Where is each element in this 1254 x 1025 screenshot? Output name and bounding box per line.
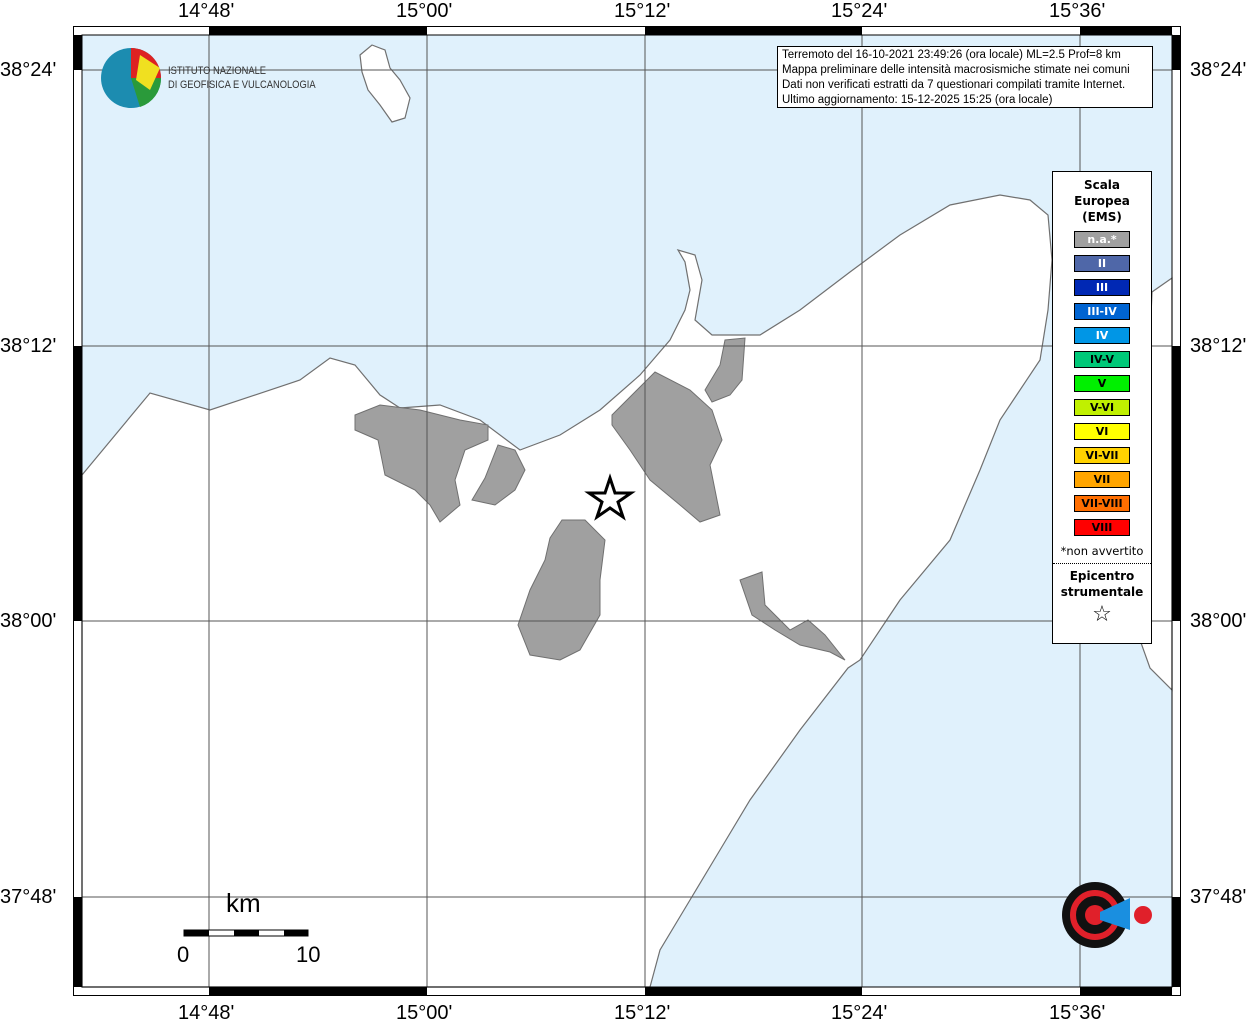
epicenter-star-legend-icon: ☆ — [1092, 602, 1112, 627]
event-info-line: Mappa preliminare delle intensità macros… — [782, 64, 1130, 76]
municipality[interactable] — [517, 519, 606, 661]
legend-item-iv-v: IV-V — [1074, 351, 1130, 368]
lat-tick-left: 38°12' — [0, 335, 57, 357]
legend-items: n.a.* II III III-IV IV IV-V V V-VI VI VI-VII VII VI… — [1053, 231, 1151, 536]
lon-tick-bottom: 15°36' — [1049, 1002, 1106, 1024]
map-frame — [73, 26, 1181, 996]
legend-item-iii-iv: III-IV — [1074, 303, 1130, 320]
municipalities — [354, 337, 846, 661]
ingv-logo-text: ISTITUTO NAZIONALE DI GEOFISICA E VULCAN… — [168, 64, 316, 92]
epicenter-label-line: Epicentro — [1069, 569, 1135, 583]
lat-tick-right: 38°12' — [1190, 335, 1247, 357]
lon-tick-top: 15°24' — [831, 0, 888, 22]
legend-title-line: Scala — [1083, 178, 1121, 192]
scale-max: 10 — [296, 942, 321, 967]
lat-tick-left: 37°48' — [0, 886, 57, 908]
lat-tick-right: 38°24' — [1190, 59, 1247, 81]
ingv-globe-icon — [101, 48, 162, 108]
scale-bar — [183, 929, 309, 937]
municipality[interactable] — [471, 444, 526, 506]
legend-item-vi-vii: VI-VII — [1074, 447, 1130, 464]
legend-item-v: V — [1074, 375, 1130, 392]
municipality[interactable] — [739, 571, 846, 661]
legend-item-iii: III — [1074, 279, 1130, 296]
lat-tick-right: 38°00' — [1190, 610, 1247, 632]
legend-item-viii: VIII — [1074, 519, 1130, 536]
event-info-line: Dati non verificati estratti da 7 questi… — [782, 79, 1126, 91]
legend-note: *non avvertito — [1060, 544, 1144, 558]
scale-unit: km — [226, 888, 261, 918]
epicenter-star-icon[interactable] — [584, 473, 636, 521]
legend-item-na: n.a.* — [1074, 231, 1130, 248]
lon-tick-top: 15°36' — [1049, 0, 1106, 22]
municipality[interactable] — [704, 337, 746, 403]
legend-item-vii-viii: VII-VIII — [1074, 495, 1130, 512]
lon-tick-bottom: 15°00' — [396, 1002, 453, 1024]
legend-item-vi: VI — [1074, 423, 1130, 440]
legend-title-line: Europea — [1074, 194, 1130, 208]
legend-item-vii: VII — [1074, 471, 1130, 488]
epicenter-label-line: strumentale — [1060, 585, 1144, 599]
lat-tick-left: 38°24' — [0, 59, 57, 81]
ingv-line1: ISTITUTO NAZIONALE — [168, 65, 267, 77]
graticule — [82, 35, 1172, 987]
hsit-logo — [1062, 882, 1152, 948]
epicenter-label: Epicentro strumentale — [1053, 568, 1151, 600]
lon-tick-top: 15°12' — [614, 0, 671, 22]
legend-title-line: (EMS) — [1082, 210, 1122, 224]
scale-min: 0 — [177, 942, 190, 967]
legend-title: Scala Europea (EMS) — [1053, 177, 1151, 225]
legend-item-ii: II — [1074, 255, 1130, 272]
municipality[interactable] — [611, 371, 723, 523]
ems-legend: Scala Europea (EMS) n.a.* II III III-IV IV IV… — [1052, 171, 1152, 644]
legend-divider — [1053, 563, 1151, 564]
lat-tick-right: 37°48' — [1190, 886, 1247, 908]
legend-item-v-vi: V-VI — [1074, 399, 1130, 416]
event-info-line: Terremoto del 16-10-2021 23:49:26 (ora l… — [782, 49, 1121, 61]
island — [359, 44, 411, 123]
lon-tick-top: 15°00' — [396, 0, 453, 22]
lon-tick-bottom: 15°24' — [831, 1002, 888, 1024]
lat-tick-left: 38°00' — [0, 610, 57, 632]
lon-tick-bottom: 15°12' — [614, 1002, 671, 1024]
lon-tick-top: 14°48' — [178, 0, 235, 22]
ingv-line2: DI GEOFISICA E VULCANOLOGIA — [168, 79, 316, 91]
event-info-box: Terremoto del 16-10-2021 23:49:26 (ora l… — [777, 46, 1153, 108]
event-info-line: Ultimo aggiornamento: 15-12-2025 15:25 (… — [782, 94, 1053, 106]
legend-item-iv: IV — [1074, 327, 1130, 344]
municipality[interactable] — [354, 404, 489, 523]
lon-tick-bottom: 14°48' — [178, 1002, 235, 1024]
